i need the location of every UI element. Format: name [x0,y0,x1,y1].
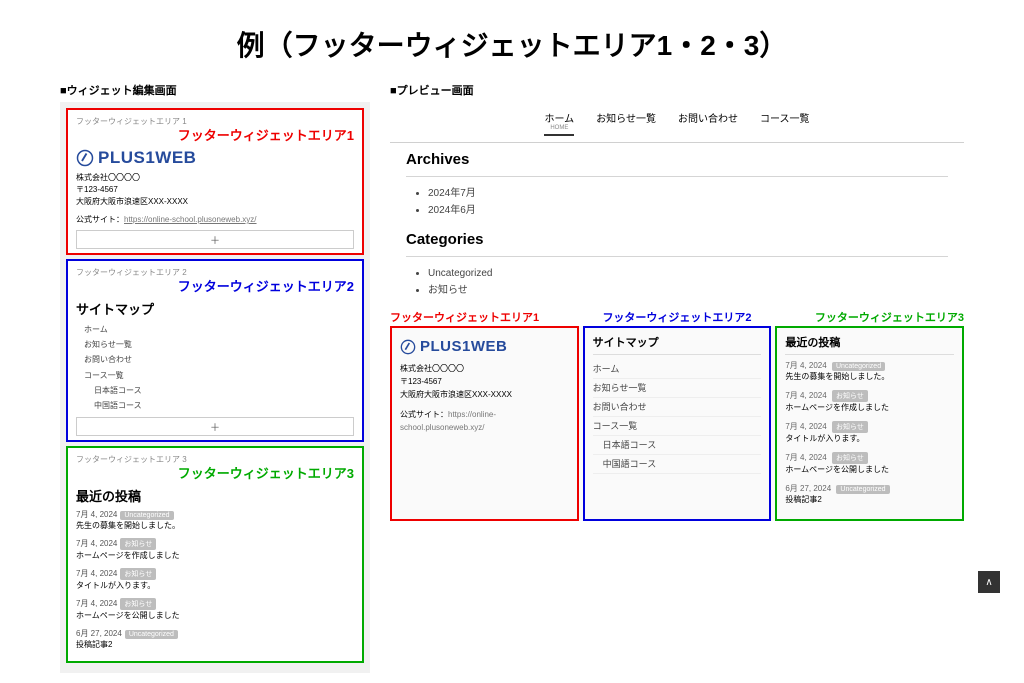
area1-logo: PLUS1WEB [76,148,354,168]
footer-col-3: 最近の投稿 7月 4, 2024 Uncategorized先生の募集を開始しま… [775,326,964,521]
sitemap-heading: サイトマップ [76,299,354,318]
foot1-body: 株式会社〇〇〇〇 〒123-4567 大阪府大阪市浪速区XXX-XXXX 公式サ… [400,363,569,435]
postal: 〒123-4567 [76,184,354,196]
archives-list: 2024年7月 2024年6月 [406,185,948,219]
posts-list: 7月 4, 2024Uncategorized先生の募集を開始しました。 7月 4… [76,509,354,650]
post-item[interactable]: 7月 4, 2024 Uncategorized先生の募集を開始しました。 [785,360,954,382]
widget-area-3: フッターウィジェットエリア 3 フッターウィジェットエリア3 最近の投稿 7月 … [66,446,364,663]
sitemap-item[interactable]: コース一覧 [84,368,354,383]
area3-overlay: フッターウィジェットエリア3 [76,463,354,482]
nav-item[interactable]: お問い合わせ [678,110,738,136]
category-item[interactable]: Uncategorized [428,265,948,282]
site-link[interactable]: https://online-school.plusoneweb.xyz/ [124,215,257,224]
widget-area-2: フッターウィジェットエリア 2 フッターウィジェットエリア2 サイトマップ ホー… [66,259,364,442]
post-item[interactable]: 7月 4, 2024 お知らせホームページを作成しました [785,390,954,413]
sitemap-item[interactable]: お知らせ一覧 [84,337,354,352]
logo-icon [76,149,94,167]
sitemap-item[interactable]: お問い合わせ [84,352,354,367]
logo-icon [400,339,416,355]
category-item[interactable]: お知らせ [428,282,948,299]
sitemap-item[interactable]: ホーム [84,322,354,337]
post-item[interactable]: 7月 4, 2024お知らせホームページを公開しました [76,598,354,621]
list-item[interactable]: ホーム [593,360,762,379]
archives-heading: Archives [406,151,948,168]
categories-heading: Categories [406,231,948,248]
address: 大阪府大阪市浪速区XXX-XXXX [76,196,354,208]
nav-divider [390,142,964,143]
area1-overlay: フッターウィジェットエリア1 [76,125,354,144]
main-wrap: ■ウィジェット編集画面 フッターウィジェットエリア 1 フッターウィジェットエリ… [0,82,1024,673]
list-item[interactable]: お問い合わせ [593,398,762,417]
footer-overlay-labels: フッターウィジェットエリア1 フッターウィジェットエリア2 フッターウィジェット… [390,309,964,325]
editor-panel: フッターウィジェットエリア 1 フッターウィジェットエリア1 PLUS1WEB … [60,102,370,673]
area1-body: 株式会社〇〇〇〇 〒123-4567 大阪府大阪市浪速区XXX-XXXX 公式サ… [76,172,354,226]
add-block-button[interactable]: ＋ [76,417,354,436]
foot3-heading: 最近の投稿 [785,334,954,355]
postal: 〒123-4567 [400,376,569,389]
logo-text: PLUS1WEB [98,148,196,168]
foot-label-2: フッターウィジェットエリア2 [602,309,751,325]
footer-col-2: サイトマップ ホーム お知らせ一覧 お問い合わせ コース一覧 日本語コース 中国… [583,326,772,521]
divider [406,176,948,177]
scroll-top-button[interactable]: ∧ [978,571,1000,593]
add-block-button[interactable]: ＋ [76,230,354,249]
company: 株式会社〇〇〇〇 [76,172,354,184]
nav-item[interactable]: コース一覧 [760,110,810,136]
right-label: ■プレビュー画面 [390,82,964,98]
site-label: 公式サイト： [400,410,448,419]
recent-posts-heading: 最近の投稿 [76,486,354,505]
foot1-logo: PLUS1WEB [400,338,569,355]
sitemap-item[interactable]: 中国語コース [84,398,354,413]
site-label: 公式サイト： [76,215,124,224]
area2-overlay: フッターウィジェットエリア2 [76,276,354,295]
nav-item[interactable]: ホームHOME [544,110,574,136]
categories-section: Categories Uncategorized お知らせ [390,231,964,299]
post-item[interactable]: 6月 27, 2024Uncategorized投稿記事2 [76,628,354,650]
address: 大阪府大阪市浪速区XXX-XXXX [400,389,569,402]
left-label: ■ウィジェット編集画面 [60,82,370,98]
list-item[interactable]: 中国語コース [593,455,762,474]
sitemap-list: ホーム お知らせ一覧 お問い合わせ コース一覧 日本語コース 中国語コース [76,322,354,413]
preview-footer: PLUS1WEB 株式会社〇〇〇〇 〒123-4567 大阪府大阪市浪速区XXX… [390,326,964,521]
left-column: ■ウィジェット編集画面 フッターウィジェットエリア 1 フッターウィジェットエリ… [60,82,370,673]
nav-item[interactable]: お知らせ一覧 [596,110,656,136]
foot3-posts: 7月 4, 2024 Uncategorized先生の募集を開始しました。 7月 … [785,360,954,505]
sitemap-item[interactable]: 日本語コース [84,383,354,398]
post-item[interactable]: 7月 4, 2024Uncategorized先生の募集を開始しました。 [76,509,354,531]
foot2-list: ホーム お知らせ一覧 お問い合わせ コース一覧 日本語コース 中国語コース [593,360,762,474]
right-column: ■プレビュー画面 ホームHOMEお知らせ一覧お問い合わせコース一覧 Archiv… [390,82,964,673]
list-item[interactable]: コース一覧 [593,417,762,436]
archive-item[interactable]: 2024年6月 [428,202,948,219]
footer-col-1: PLUS1WEB 株式会社〇〇〇〇 〒123-4567 大阪府大阪市浪速区XXX… [390,326,579,521]
foot-label-3: フッターウィジェットエリア3 [815,309,964,325]
post-item[interactable]: 7月 4, 2024 お知らせタイトルが入ります。 [785,421,954,444]
preview-nav: ホームHOME お知らせ一覧お問い合わせコース一覧 [390,102,964,140]
foot-label-1: フッターウィジェットエリア1 [390,309,539,325]
archive-item[interactable]: 2024年7月 [428,185,948,202]
post-item[interactable]: 7月 4, 2024 お知らせホームページを公開しました [785,452,954,475]
post-item[interactable]: 7月 4, 2024お知らせホームページを作成しました [76,538,354,561]
list-item[interactable]: 日本語コース [593,436,762,455]
company: 株式会社〇〇〇〇 [400,363,569,376]
divider [406,256,948,257]
archives-section: Archives 2024年7月 2024年6月 [390,151,964,219]
post-item[interactable]: 7月 4, 2024お知らせタイトルが入ります。 [76,568,354,591]
foot2-heading: サイトマップ [593,334,762,355]
post-item[interactable]: 6月 27, 2024 Uncategorized投稿記事2 [785,483,954,505]
list-item[interactable]: お知らせ一覧 [593,379,762,398]
logo-text: PLUS1WEB [420,338,507,355]
widget-area-1: フッターウィジェットエリア 1 フッターウィジェットエリア1 PLUS1WEB … [66,108,364,255]
page-title: 例（フッターウィジェットエリア1・2・3） [0,0,1024,82]
categories-list: Uncategorized お知らせ [406,265,948,299]
